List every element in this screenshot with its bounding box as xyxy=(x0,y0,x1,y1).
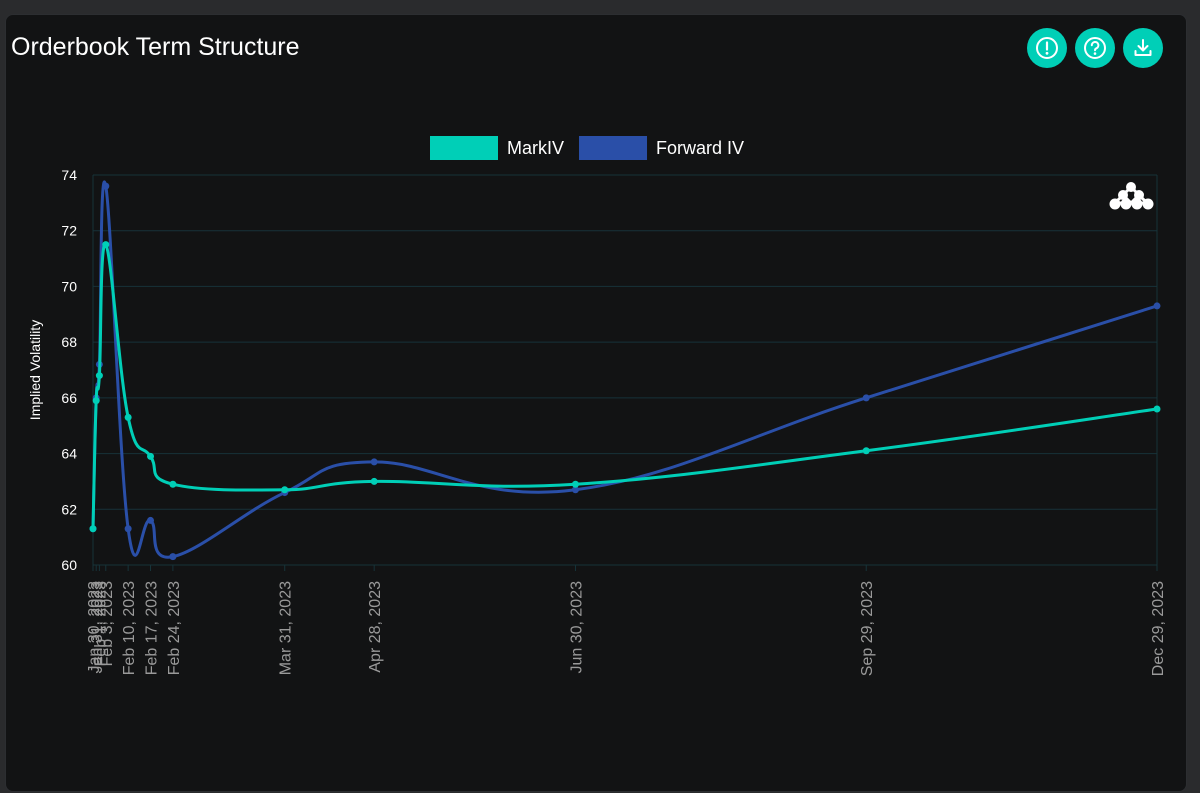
y-tick-label: 72 xyxy=(61,223,77,239)
markiv-point[interactable] xyxy=(89,525,97,533)
legend-item-forward-iv[interactable]: Forward IV xyxy=(579,136,744,160)
x-tick-label: Sep 29, 2023 xyxy=(859,581,876,676)
forward-iv-point[interactable] xyxy=(169,553,177,561)
x-tick-label: Feb 3, 2023 xyxy=(99,581,116,667)
x-tick-label: Feb 1, 2023 xyxy=(92,581,109,667)
x-tick-label: Apr 28, 2023 xyxy=(367,581,384,673)
download-button[interactable] xyxy=(1123,28,1163,68)
y-tick-label: 60 xyxy=(61,557,77,573)
alert-circle-icon xyxy=(1034,35,1060,61)
x-tick-label: Jan 31, 2023 xyxy=(89,581,106,674)
markiv-point[interactable] xyxy=(102,241,110,249)
x-tick-label: Jan 30, 2023 xyxy=(86,581,103,674)
markiv-point[interactable] xyxy=(1153,405,1161,413)
x-tick-label: Dec 29, 2023 xyxy=(1150,581,1167,676)
legend-label: Forward IV xyxy=(656,138,744,158)
markiv-point[interactable] xyxy=(92,397,100,405)
forward-iv-line xyxy=(91,180,1158,559)
legend[interactable]: MarkIV Forward IV xyxy=(430,136,744,160)
forward-iv-point[interactable] xyxy=(147,516,155,524)
markiv-point[interactable] xyxy=(95,372,103,380)
forward-iv-point[interactable] xyxy=(862,394,870,402)
y-axis-label: Implied Volatility xyxy=(27,320,43,420)
markiv-point[interactable] xyxy=(124,413,132,421)
markiv-point[interactable] xyxy=(169,480,177,488)
legend-item-markiv[interactable]: MarkIV xyxy=(430,136,564,160)
legend-swatch xyxy=(579,136,648,160)
forward-iv-point[interactable] xyxy=(1153,302,1161,310)
series-lines xyxy=(89,180,1161,561)
x-tick-label: Feb 17, 2023 xyxy=(144,581,161,675)
x-tick-label: Feb 24, 2023 xyxy=(166,581,183,675)
forward-iv-point[interactable] xyxy=(571,486,579,494)
help-button[interactable] xyxy=(1075,28,1115,68)
x-tick-label: Mar 31, 2023 xyxy=(278,581,295,675)
x-tick-label: Jun 30, 2023 xyxy=(568,581,585,674)
y-tick-label: 74 xyxy=(61,167,77,183)
x-tick-label: Feb 10, 2023 xyxy=(121,581,138,675)
y-tick-label: 62 xyxy=(61,501,77,517)
y-tick-label: 70 xyxy=(61,278,77,294)
help-circle-icon xyxy=(1082,35,1108,61)
toolbar xyxy=(1027,28,1163,68)
forward-iv-point[interactable] xyxy=(124,525,132,533)
y-tick-label: 64 xyxy=(61,446,77,462)
info-button[interactable] xyxy=(1027,28,1067,68)
markiv-point[interactable] xyxy=(571,480,579,488)
y-axis: 60 62 64 66 68 70 72 74 xyxy=(61,167,77,573)
legend-label: MarkIV xyxy=(507,138,564,158)
y-tick-label: 68 xyxy=(61,334,77,350)
grid xyxy=(92,174,1158,566)
markiv-point[interactable] xyxy=(370,477,378,485)
page-title: Orderbook Term Structure xyxy=(11,33,300,61)
markiv-point[interactable] xyxy=(862,447,870,455)
forward-iv-point[interactable] xyxy=(102,182,110,190)
forward-iv-point[interactable] xyxy=(370,458,378,466)
download-icon xyxy=(1130,35,1156,61)
markiv-point[interactable] xyxy=(147,452,155,460)
logo-icon xyxy=(1109,182,1154,210)
y-tick-label: 66 xyxy=(61,390,77,406)
legend-swatch xyxy=(430,136,498,160)
markiv-point[interactable] xyxy=(281,486,289,494)
